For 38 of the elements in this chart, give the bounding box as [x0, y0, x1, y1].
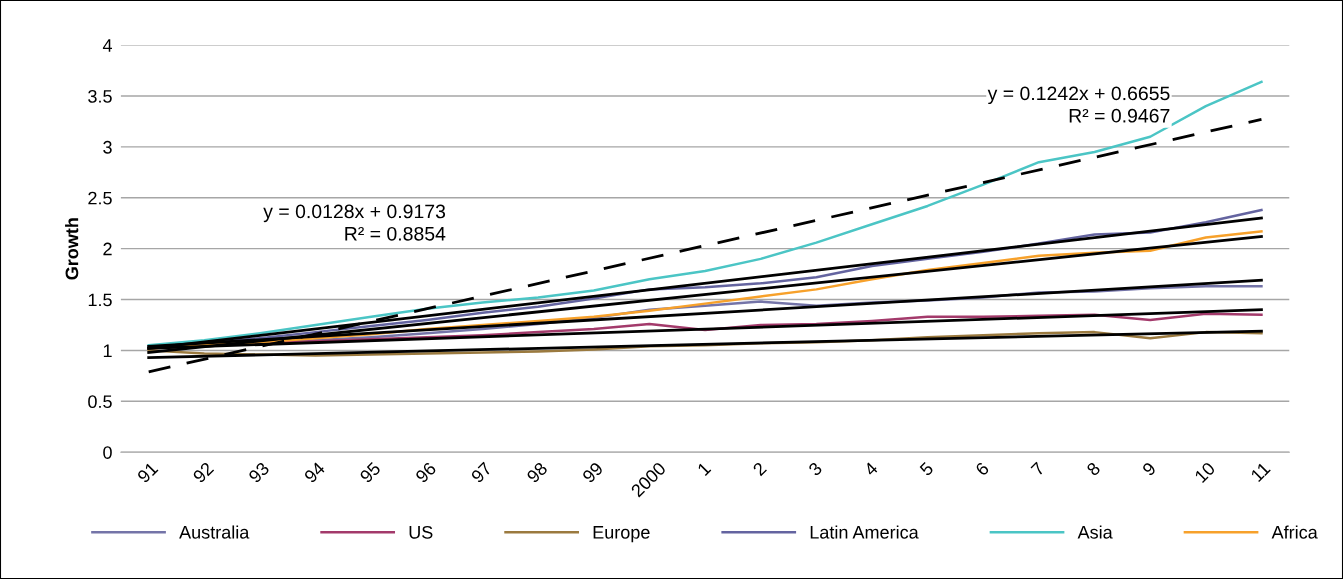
x-tick-label: 94 — [303, 461, 326, 484]
y-axis-title: Growth — [65, 218, 79, 280]
legend-label: Europe — [593, 526, 650, 543]
annotation: y = 0.0128x + 0.9173 R² = 0.8854 — [263, 204, 446, 241]
x-tick-label: 4 — [863, 461, 879, 477]
y-tick-label: 0.5 — [88, 395, 112, 409]
legend-label: US — [409, 525, 433, 539]
y-tick-label: 0 — [103, 446, 112, 459]
x-tick-label: 9 — [1141, 461, 1157, 477]
y-tick-label: 2.5 — [88, 191, 112, 205]
x-tick-label: 91 — [136, 461, 159, 484]
x-tick-label: 10 — [1194, 461, 1216, 484]
x-tick-label: 11 — [1250, 461, 1271, 483]
x-tick-label: 96 — [414, 461, 437, 484]
x-tick-label: 1 — [697, 461, 712, 476]
x-tick-label: 8 — [1085, 461, 1101, 477]
y-tick-label: 4 — [102, 39, 113, 52]
x-tick-label: 98 — [526, 461, 549, 484]
x-tick-label: 2 — [752, 461, 767, 477]
y-tick-label: 3.5 — [88, 89, 112, 103]
legend-label: Africa — [1271, 525, 1318, 539]
x-tick-label: 6 — [974, 461, 990, 477]
legend-label: Australia — [179, 525, 250, 539]
x-tick-label: 5 — [919, 461, 935, 477]
y-tick-label: 2 — [103, 242, 112, 256]
x-tick-label: 93 — [247, 461, 270, 484]
y-tick-label: 1 — [103, 344, 112, 357]
x-tick-label: 95 — [359, 461, 382, 484]
y-tick-label: 1.5 — [88, 293, 112, 307]
x-tick-label: 92 — [192, 461, 215, 484]
y-tick-label: 3 — [103, 140, 112, 154]
x-tick-label: 97 — [470, 461, 493, 484]
x-tick-label: 99 — [581, 461, 604, 484]
legend-label: Latin America — [810, 525, 919, 539]
annotation: y = 0.1242x + 0.6655 R² = 0.9467 — [987, 86, 1170, 123]
x-tick-label: 7 — [1030, 461, 1046, 477]
x-tick-label: 3 — [807, 461, 823, 477]
legend-label: Asia — [1077, 525, 1113, 539]
